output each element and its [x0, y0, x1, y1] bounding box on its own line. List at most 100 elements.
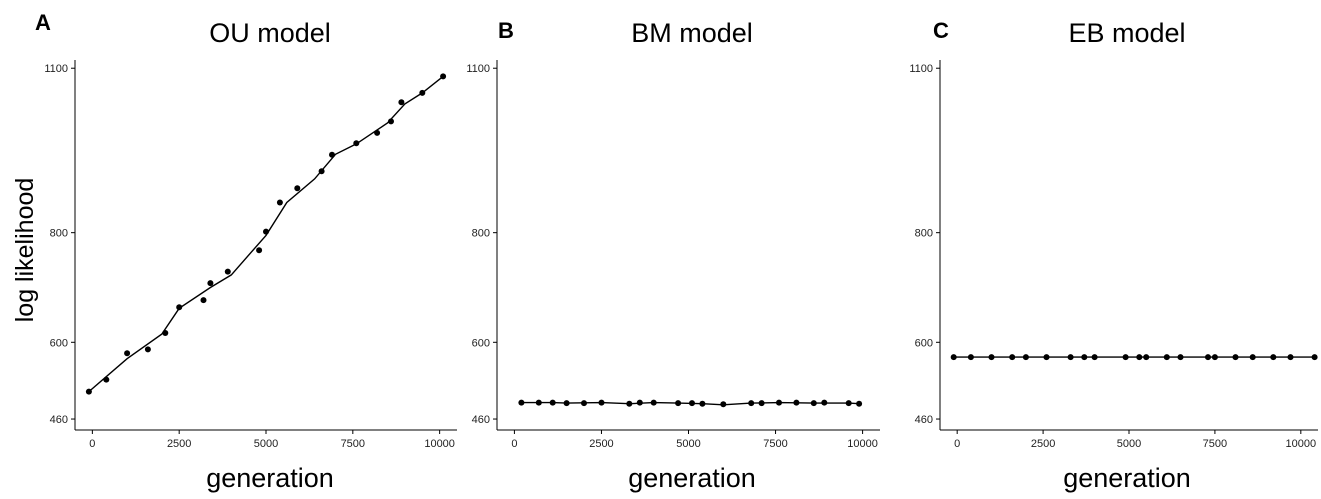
panel-c-data-point — [1043, 354, 1050, 361]
panel-a-letter: A — [35, 10, 51, 35]
panel-b-x-tick-label: 0 — [511, 438, 517, 450]
panel-c-data-point — [1091, 354, 1098, 361]
panel-c-y-tick-label: 600 — [915, 337, 933, 349]
panel-c-data-point — [988, 354, 995, 361]
panel-b-data-point — [549, 399, 556, 406]
panel-b-y-tick-label: 460 — [472, 414, 490, 426]
panel-c-letter: C — [933, 18, 949, 43]
panel-c-data-point — [1232, 354, 1239, 361]
panel-a-x-tick-label: 10000 — [424, 438, 455, 450]
panel-b-plot-area: 460 600 800 1100 0 2500 5000 7500 10000 — [466, 60, 880, 450]
panel-c-data-point — [1311, 354, 1318, 361]
panel-c-data-point — [1270, 354, 1277, 361]
panel-b-data-point — [793, 399, 800, 406]
panel-a-data-point — [318, 168, 325, 175]
panel-c-title: EB model — [1068, 18, 1185, 48]
panel-b-data-point — [845, 400, 852, 407]
panel-c-y-tick-label: 800 — [915, 228, 933, 240]
panel-c-plot-area: 460 600 800 1100 0 2500 5000 7500 10000 — [909, 60, 1318, 450]
panel-a-data-point — [200, 297, 207, 304]
panel-a-data-point — [440, 73, 447, 80]
panel-a-data-point — [176, 304, 183, 311]
panel-a-y-axis-title: log likelihood — [11, 178, 39, 323]
panel-b-title: BM model — [631, 18, 753, 48]
panel-b-data-point — [720, 401, 727, 408]
panel-c-data-point — [1143, 354, 1150, 361]
panel-b-x-tick-label: 7500 — [763, 438, 787, 450]
panel-b-data-point — [675, 400, 682, 407]
panel-a: A OU model log likelihood generation 460… — [11, 10, 457, 493]
panel-a-trend-line — [88, 75, 444, 393]
panel-c-data-point — [1009, 354, 1016, 361]
panel-b-y-tick-label: 1100 — [466, 63, 490, 75]
panel-c-data-point — [1211, 354, 1218, 361]
panel-b-data-point — [748, 400, 755, 407]
panel-b-data-point — [758, 400, 765, 407]
panel-a-data-point — [353, 140, 360, 147]
panel-b-x-tick-label: 10000 — [847, 438, 878, 450]
panel-b-data-point — [636, 399, 643, 406]
panel-a-x-tick-label: 0 — [89, 438, 95, 450]
panel-a-data-point — [256, 247, 263, 254]
panel-c-data-point — [1081, 354, 1088, 361]
panel-b: B BM model generation 460 600 800 1100 0 2500… — [466, 18, 880, 493]
panel-a-data-point — [263, 228, 269, 235]
panel-a-data-point — [329, 151, 335, 158]
panel-b-data-point — [626, 400, 633, 407]
panel-c-y-tick-label: 460 — [915, 414, 933, 426]
panel-a-data-point — [294, 185, 301, 192]
panel-c-x-tick-label: 7500 — [1203, 438, 1227, 450]
panel-c-data-point — [1177, 354, 1184, 361]
panel-a-y-tick-label: 460 — [50, 414, 68, 426]
panel-b-letter: B — [498, 18, 514, 43]
panel-c-data-point — [967, 354, 974, 361]
panel-a-data-point — [207, 280, 214, 287]
panel-a-plot-area: 460 600 800 1100 0 2500 5000 7500 10000 — [44, 60, 457, 450]
panel-c-x-tick-label: 10000 — [1286, 438, 1317, 450]
panel-c-data-point — [1122, 354, 1129, 361]
panel-b-data-point — [699, 400, 706, 407]
panel-b-y-tick-label: 800 — [472, 228, 490, 240]
panel-a-data-point — [103, 376, 110, 383]
panel-b-data-point — [689, 400, 695, 407]
panel-b-data-point — [581, 400, 587, 407]
panel-a-y-tick-label: 800 — [50, 228, 68, 240]
panel-c-data-point — [1136, 354, 1143, 361]
panel-c-data-point — [1022, 354, 1029, 361]
panel-a-data-point — [224, 268, 231, 275]
panel-b-x-axis-title: generation — [628, 463, 756, 493]
panel-b-data-point — [776, 399, 782, 406]
panel-b-data-point — [856, 400, 863, 407]
panel-b-data-point — [650, 399, 657, 406]
panel-b-data-point — [598, 399, 605, 406]
panel-a-x-tick-label: 5000 — [254, 438, 278, 450]
panel-c-data-point — [1067, 354, 1074, 361]
panel-a-y-tick-label: 600 — [50, 337, 68, 349]
panel-a-data-point — [419, 89, 426, 96]
panel-a-x-tick-label: 7500 — [341, 438, 365, 450]
panel-b-data-point — [518, 399, 525, 406]
panel-c-x-tick-label: 0 — [954, 438, 960, 450]
panel-b-data-point — [563, 400, 570, 407]
panel-b-x-tick-label: 5000 — [676, 438, 700, 450]
panel-a-data-point — [162, 330, 169, 336]
panel-a-data-point — [388, 118, 394, 125]
panel-c-x-axis-title: generation — [1063, 463, 1191, 493]
panel-a-y-tick-label: 1100 — [44, 63, 68, 75]
panel-b-data-point — [821, 399, 828, 406]
panel-a-data-point — [144, 346, 151, 353]
panel-b-x-tick-label: 2500 — [589, 438, 613, 450]
panel-c-data-point — [950, 354, 957, 361]
panel-a-title: OU model — [209, 18, 331, 48]
panel-a-x-tick-label: 2500 — [167, 438, 191, 450]
panel-a-data-point — [85, 388, 92, 395]
panel-a-x-axis-title: generation — [206, 463, 334, 493]
panel-b-data-point — [810, 400, 817, 407]
panel-a-data-point — [374, 129, 381, 136]
panel-a-data-point — [124, 350, 131, 357]
panel-b-data-point — [535, 399, 542, 406]
panel-b-y-tick-label: 600 — [472, 337, 490, 349]
panel-c-x-tick-label: 2500 — [1031, 438, 1055, 450]
